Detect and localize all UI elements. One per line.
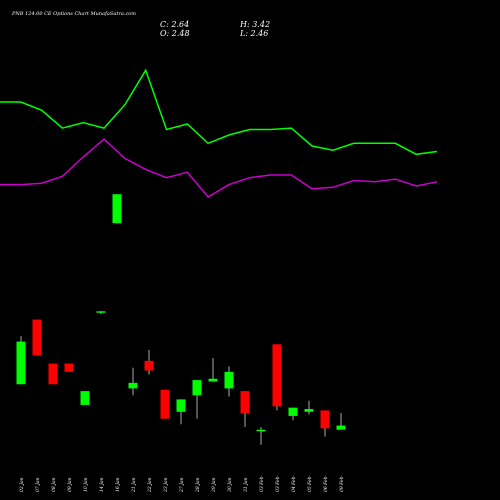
- x-tick-label: 09 Feb: [339, 476, 345, 492]
- candle: [176, 399, 186, 425]
- candle-body: [224, 371, 234, 389]
- candle: [80, 391, 90, 405]
- candle: [32, 319, 42, 356]
- x-tick-label: 09 Jan: [67, 477, 73, 492]
- green-indicator-line: [0, 68, 438, 156]
- candle: [240, 391, 250, 427]
- candle-body: [16, 341, 26, 385]
- x-tick-label: 27 Jan: [179, 477, 185, 493]
- candle: [336, 413, 346, 430]
- x-tick-label: 02 Jan: [19, 477, 25, 492]
- magenta-indicator-line: [0, 138, 438, 198]
- candle-body: [272, 344, 282, 407]
- candle-body: [128, 382, 138, 389]
- x-tick-label: 03 Feb: [275, 476, 281, 492]
- chart-title: PNB 124.00 CE Options Chart MunafaSutra.…: [11, 11, 136, 17]
- candle: [96, 311, 106, 315]
- candle-body: [96, 311, 106, 313]
- x-tick-label: 28 Jan: [195, 477, 201, 493]
- x-tick-label: 16 Jan: [115, 477, 121, 492]
- x-tick-label: 31 Jan: [243, 477, 249, 492]
- x-tick-label: 07 Jan: [35, 477, 41, 492]
- x-tick-label: 14 Jan: [99, 477, 105, 492]
- high-label: H: 3.42: [239, 20, 270, 29]
- candle-body: [208, 378, 218, 382]
- candle-body: [336, 425, 346, 430]
- x-tick-label: 04 Feb: [291, 476, 297, 492]
- candle: [256, 426, 266, 445]
- x-tick-label: 29 Jan: [211, 477, 217, 493]
- close-label: C: 2.64: [160, 20, 189, 29]
- x-axis-ticks: 02 Jan 07 Jan 08 Jan 09 Jan 10 Jan 14 Jan 16 J…: [19, 476, 345, 493]
- candle-body: [112, 194, 122, 224]
- open-label: O: 2.48: [160, 29, 190, 38]
- indicator-lines: [0, 68, 438, 198]
- candle-body: [320, 410, 330, 429]
- x-tick-label: 30 Jan: [227, 477, 233, 492]
- x-tick-label: 05 Feb: [307, 476, 313, 492]
- candle: [208, 358, 218, 382]
- candle: [224, 366, 234, 397]
- candle-body: [32, 319, 42, 356]
- candle-body: [80, 391, 90, 405]
- x-tick-label: 23 Jan: [163, 477, 169, 493]
- candle: [64, 363, 74, 372]
- candle-body: [176, 399, 186, 412]
- x-tick-label: 06 Feb: [323, 476, 329, 492]
- candle-body: [64, 363, 74, 372]
- x-tick-label: 22 Jan: [147, 477, 153, 493]
- candle-body: [144, 360, 154, 371]
- candle: [192, 380, 202, 419]
- x-tick-label: 03 Feb: [259, 476, 265, 492]
- low-label: L: 2.46: [239, 29, 268, 38]
- x-tick-label: 21 Jan: [131, 477, 137, 493]
- candle-body: [160, 389, 170, 419]
- candle: [160, 389, 170, 419]
- candle-body: [240, 391, 250, 414]
- candles-group: [16, 194, 346, 445]
- candle-body: [192, 380, 202, 396]
- candle-body: [304, 409, 314, 412]
- candle-body: [48, 363, 58, 385]
- x-tick-label: 10 Jan: [83, 477, 89, 492]
- candle: [128, 367, 138, 396]
- x-tick-label: 08 Jan: [51, 477, 57, 492]
- candle: [272, 344, 282, 411]
- candle: [112, 194, 122, 224]
- candle: [320, 410, 330, 437]
- candle: [288, 407, 298, 421]
- candle: [144, 349, 154, 375]
- candle: [48, 363, 58, 385]
- candle: [304, 400, 314, 415]
- candle-body: [256, 429, 266, 432]
- candle-body: [288, 407, 298, 416]
- candle: [16, 336, 26, 385]
